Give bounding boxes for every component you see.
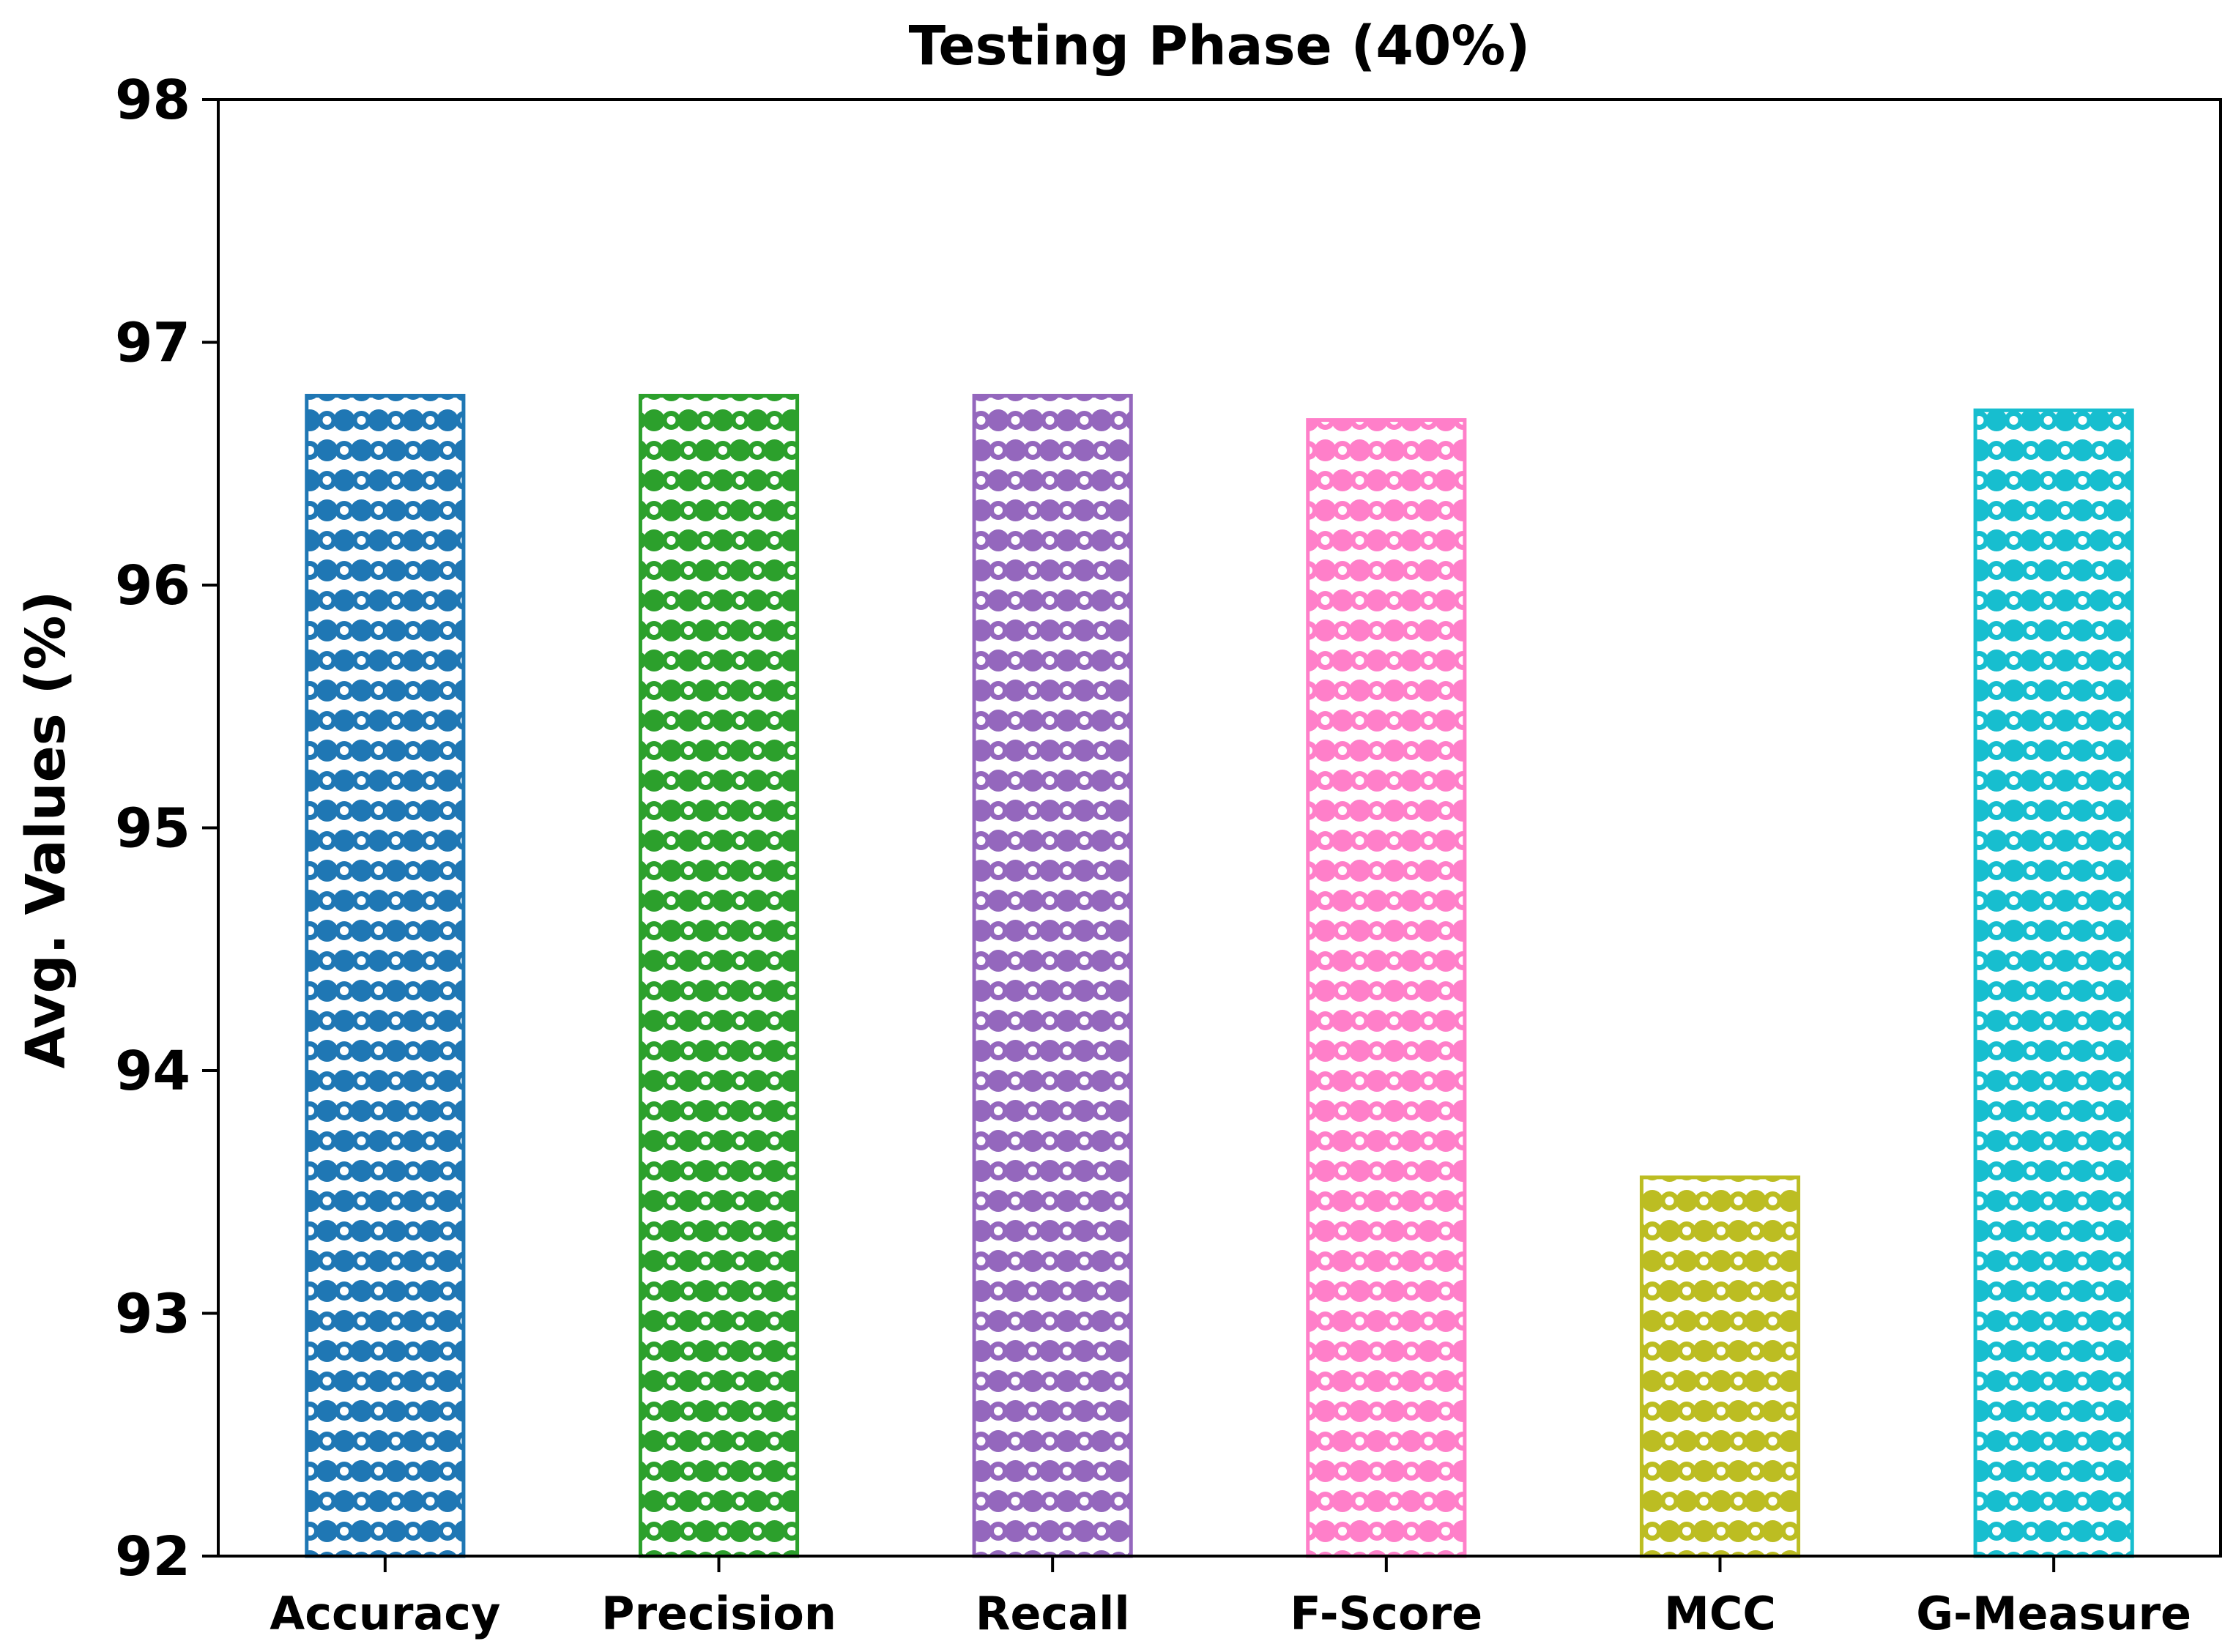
y-tick-label: 93 [115,1283,190,1346]
bar-accuracy [305,393,466,1558]
x-tick-label: Accuracy [270,1587,500,1640]
y-tick-label: 96 [115,554,190,617]
y-tick-label: 94 [115,1040,190,1103]
y-tick-label: 97 [115,312,190,375]
x-tick-label: MCC [1664,1587,1776,1640]
bar-recall [972,393,1133,1558]
y-tick-label: 92 [115,1525,190,1588]
bar-mcc [1639,1175,1801,1558]
plot-frame [217,98,2222,1558]
bar-f-score [1306,418,1467,1558]
x-tick-label: Precision [601,1587,836,1640]
x-tick-label: F-Score [1290,1587,1482,1640]
x-tick-label: G-Measure [1916,1587,2191,1640]
chart-title: Testing Phase (40%) [909,15,1531,78]
y-axis-label: Avg. Values (%) [15,591,78,1069]
bar-g-measure [1973,408,2134,1558]
y-tick-label: 95 [115,797,190,860]
bar-precision [638,393,800,1558]
y-tick-label: 98 [115,69,190,132]
x-tick-label: Recall [976,1587,1130,1640]
